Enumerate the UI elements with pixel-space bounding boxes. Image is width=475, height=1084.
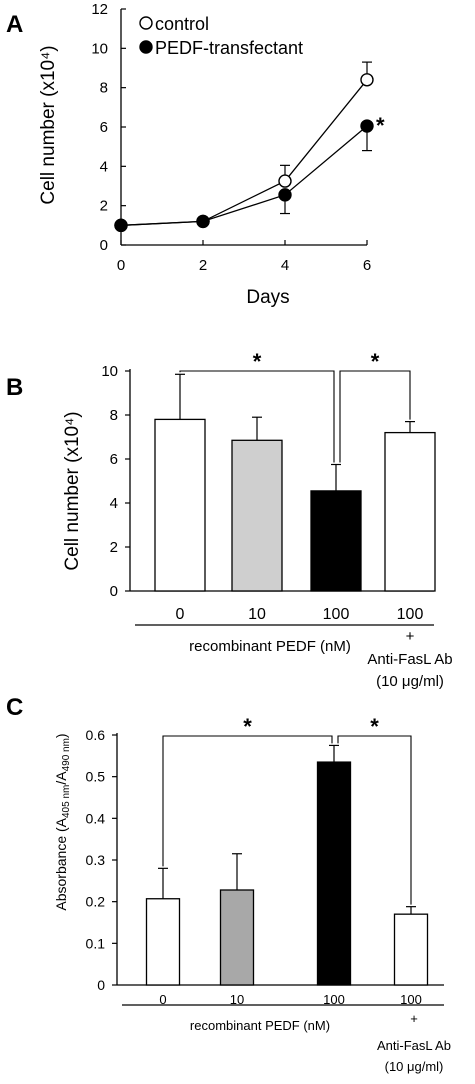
panel-a-x-tick-label: 2 (199, 257, 207, 274)
panel-c-plus-sign: + (410, 1011, 418, 1026)
panel-a-y-axis-label: Cell number (x10⁴) (38, 45, 59, 204)
panel-a-y-tick-label: 0 (100, 237, 108, 254)
panel-c-y-tick-label: 0.1 (86, 935, 106, 951)
panel-c-category-label: 0 (159, 992, 166, 1007)
panel-a-series-line-control (120, 79, 368, 226)
panel-a-letter: A (6, 11, 23, 38)
panel-a-point-pedf (196, 214, 210, 229)
panel-b-y-tick-label: 8 (110, 407, 118, 424)
panel-b-significance-star: * (371, 349, 380, 374)
panel-c-y-tick-label: 0.3 (86, 852, 106, 868)
panel-b-bar (310, 490, 362, 592)
panel-b-category-label: 0 (176, 606, 185, 623)
panel-a-point-pedf (360, 119, 374, 133)
panel-a-legend-marker-control (139, 16, 153, 30)
panel-b-y-axis-label: Cell number (x10⁴) (62, 411, 83, 570)
panel-c-significance-bracket (162, 735, 333, 867)
panel-c-bar (393, 913, 429, 986)
panel-a-y-tick-label: 10 (91, 40, 108, 57)
panel-c-bar (145, 898, 181, 986)
panel-a-legend-marker-pedf (139, 40, 153, 54)
panel-c-group-label: recombinant PEDF (nM) (190, 1018, 330, 1033)
panel-b-antibody-label: Anti-FasL Ab (367, 651, 452, 668)
panel-b-y-tick-label: 10 (101, 363, 118, 380)
panel-b-bar (231, 439, 283, 592)
panel-c-antibody-dose: (10 μg/ml) (385, 1059, 444, 1074)
panel-c-bar (219, 889, 255, 986)
panel-a-point-control (360, 73, 374, 87)
panel-a-x-axis-label: Days (246, 287, 289, 308)
panel-c-category-label: 10 (230, 992, 244, 1007)
panel-a-y-tick-label: 6 (100, 119, 108, 136)
panel-b-category-label: 10 (248, 606, 266, 623)
panel-a-point-pedf (114, 218, 128, 233)
panel-c-y-axis-label: Absorbance (A405 nm/A490 nm) (53, 733, 72, 910)
panel-c-y-tick-label: 0.6 (86, 727, 106, 743)
panel-a-x-tick-label: 4 (281, 257, 289, 274)
panel-b-y-tick-label: 6 (110, 451, 118, 468)
panel-c-antibody-label: Anti-FasL Ab (377, 1038, 451, 1053)
panel-a-series-line-pedf (120, 125, 368, 226)
panel-a-point-pedf (278, 188, 292, 202)
panel-b-significance-bracket (339, 370, 411, 463)
panel-a-y-tick-label: 8 (100, 80, 108, 97)
panel-c-category-label: 100 (400, 992, 422, 1007)
panel-a-legend-label-pedf: PEDF-transfectant (155, 38, 303, 58)
panel-a-x-tick-label: 0 (117, 257, 125, 274)
panel-b-letter: B (6, 374, 23, 401)
panel-b-plus-sign: + (406, 628, 415, 645)
panel-c-letter: C (6, 694, 23, 721)
panel-a-legend-label-control: control (155, 14, 209, 34)
panel-a-y-tick-label: 12 (91, 1, 108, 18)
panel-a-significance-star: * (376, 113, 385, 138)
panel-a-y-tick-label: 2 (100, 198, 108, 215)
panel-c-y-tick-label: 0.4 (86, 810, 106, 826)
panel-c-bar (316, 761, 352, 986)
panel-b-category-label: 100 (323, 606, 350, 623)
panel-c-significance-star: * (370, 714, 379, 739)
panel-c-y-tick-label: 0 (97, 977, 105, 993)
panel-b-bar (154, 418, 206, 592)
panel-a-point-control (278, 174, 292, 188)
panel-b-y-tick-label: 4 (110, 495, 118, 512)
panel-b-bar-chart: Cell number (x10⁴) recombinant PEDF (nM)… (62, 349, 453, 690)
panel-c-y-tick-label: 0.5 (86, 769, 106, 785)
panel-c-significance-star: * (243, 714, 252, 739)
panel-b-bar (384, 431, 436, 592)
panel-b-antibody-dose: (10 μg/ml) (376, 673, 444, 690)
panel-b-y-tick-label: 0 (110, 583, 118, 600)
panel-a-line-chart: Days Cell number (x10⁴) 0 2 4 6 8 10 12 0 2 4 6 * co… (38, 1, 385, 308)
panel-b-significance-bracket (179, 370, 335, 463)
panel-c-significance-bracket (337, 735, 412, 905)
panel-b-significance-star: * (253, 349, 262, 374)
panel-a-y-tick-label: 4 (100, 158, 108, 175)
panel-a-x-tick-label: 6 (363, 257, 371, 274)
panel-c-category-label: 100 (323, 992, 345, 1007)
panel-b-group-label: recombinant PEDF (nM) (189, 638, 351, 655)
panel-b-y-tick-label: 2 (110, 539, 118, 556)
panel-c-bar-chart: Absorbance (A405 nm/A490 nm) recombinant… (53, 714, 451, 1074)
panel-b-category-label: 100 (397, 606, 424, 623)
panel-c-y-tick-label: 0.2 (86, 894, 106, 910)
